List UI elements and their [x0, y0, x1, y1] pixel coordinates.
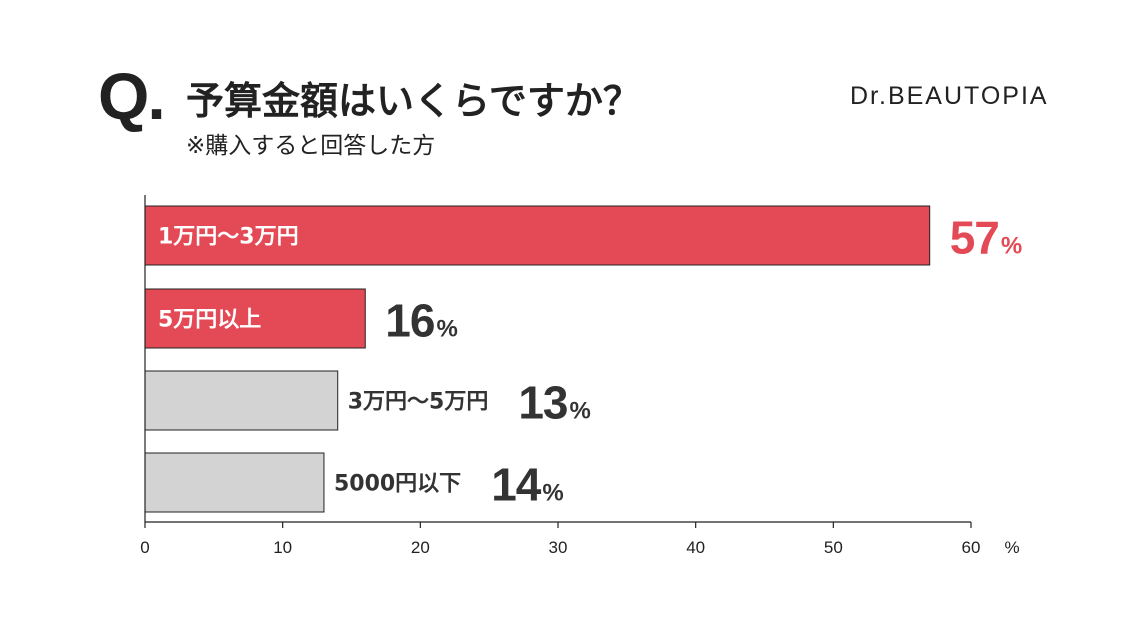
x-tick-label: 60	[962, 538, 981, 557]
data-label: 57	[950, 212, 999, 264]
category-label: 5000円以下	[334, 472, 461, 497]
data-label-unit: %	[542, 480, 563, 507]
x-tick-label: 30	[549, 538, 568, 557]
data-label: 13	[518, 377, 567, 429]
bar	[144, 370, 339, 431]
category-label: 1万円〜3万円	[158, 225, 299, 250]
chart-subtitle: ※購入すると回答した方	[186, 133, 436, 159]
chart-title: 予算金額はいくらですか？	[186, 79, 641, 123]
x-tick-label: 10	[273, 538, 292, 557]
x-tick-label: 20	[411, 538, 430, 557]
bar	[144, 205, 931, 266]
x-tick-label: 50	[824, 538, 843, 557]
bar	[144, 288, 366, 349]
category-label: 5万円以上	[158, 308, 261, 333]
x-tick-label: 0	[140, 538, 149, 557]
x-axis-unit: %	[1004, 538, 1019, 557]
category-label: 3万円〜5万円	[348, 390, 489, 415]
data-label: 16	[385, 295, 434, 347]
data-label: 14	[491, 459, 542, 511]
data-label-unit: %	[436, 316, 457, 343]
bar	[144, 452, 325, 513]
q-mark: Q.	[98, 59, 166, 133]
x-tick-label: 40	[686, 538, 705, 557]
data-label-unit: %	[1001, 233, 1022, 260]
brand-logo: Dr.BEAUTOPIA	[850, 82, 1049, 110]
data-label-unit: %	[570, 398, 591, 425]
